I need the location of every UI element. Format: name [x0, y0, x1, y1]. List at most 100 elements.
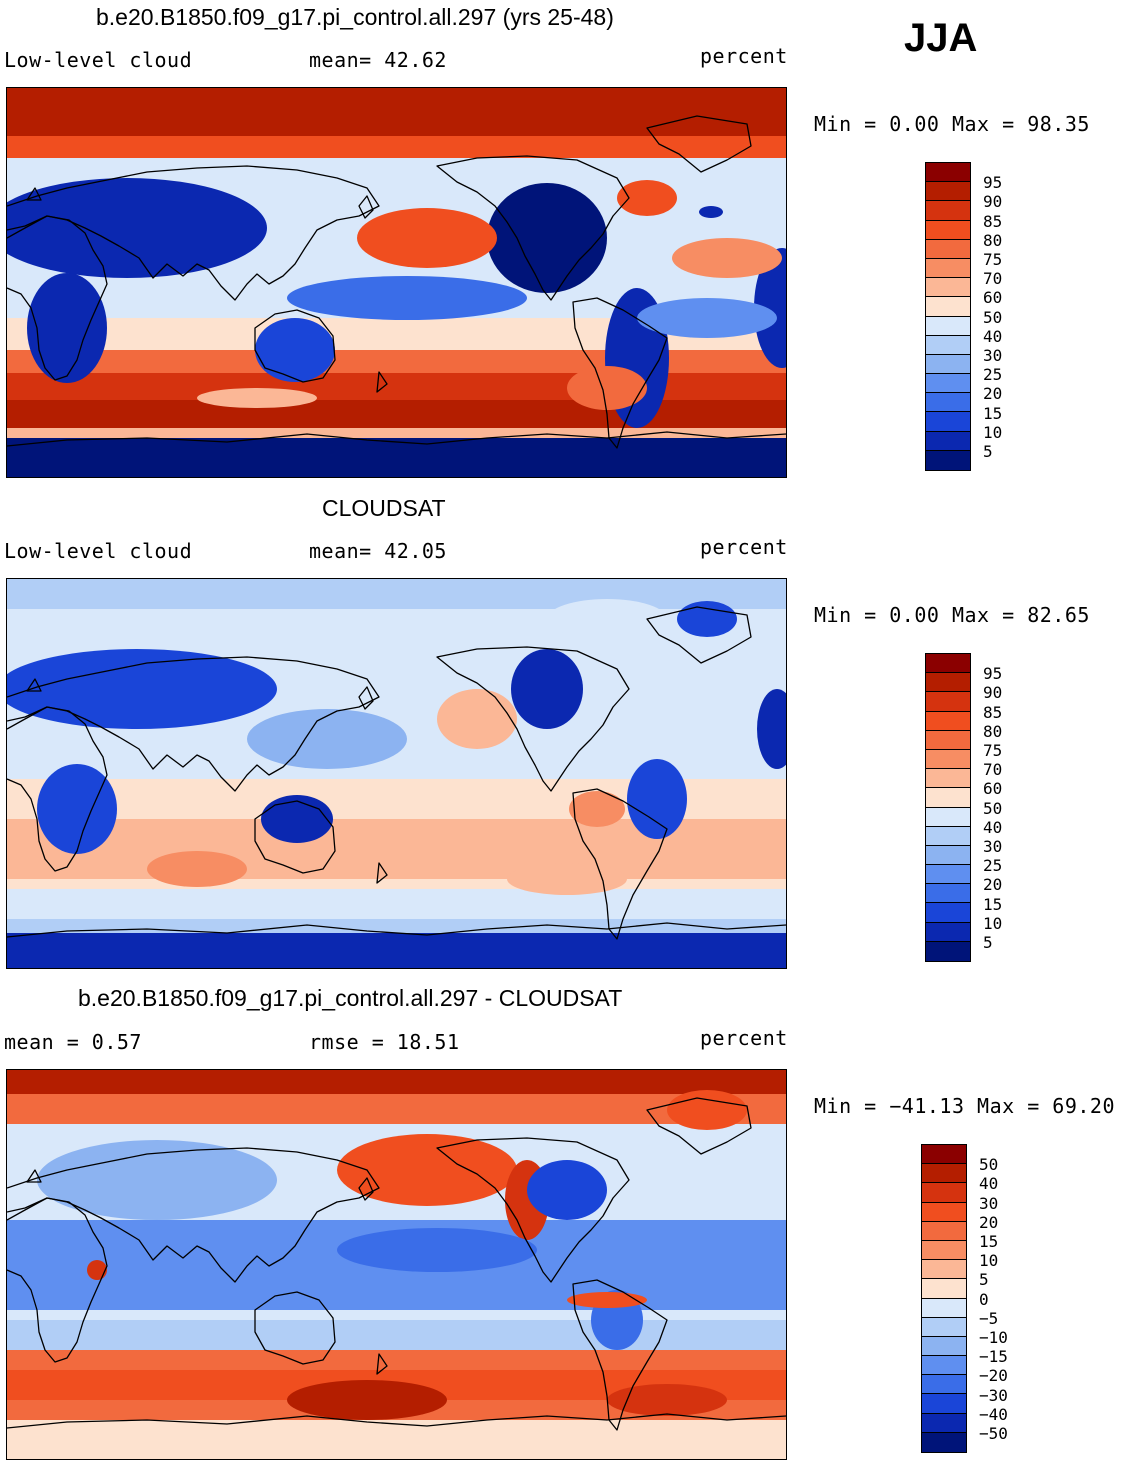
season-label: JJA — [904, 16, 978, 60]
panel3-contour-map — [7, 1070, 786, 1459]
coastlines — [7, 1097, 786, 1431]
colorbar-tick-label: 75 — [983, 741, 1003, 760]
colorbar-tick-label: 20 — [983, 384, 1003, 404]
colorbar-swatch — [922, 1260, 966, 1280]
colorbar-tick-label: 15 — [983, 894, 1003, 914]
panel1-mean: mean= 42.62 — [309, 48, 447, 72]
colorbar-tick-label: 70 — [983, 760, 1003, 780]
colorbar-swatch — [926, 412, 970, 432]
colorbar-swatch — [926, 711, 970, 731]
colorbar-tick-label: 80 — [983, 721, 1003, 741]
colorbar-swatch — [926, 258, 970, 279]
colorbar-tick-label: 0 — [979, 1289, 989, 1309]
colorbar-swatch — [922, 1145, 966, 1165]
colorbar-tick-label: 40 — [979, 1174, 999, 1194]
colorbar-tick-label: 5 — [979, 1270, 989, 1290]
colorbar-swatch — [926, 450, 970, 470]
colorbar-tick-label: 70 — [983, 269, 1003, 289]
colorbar-tick-label: 40 — [983, 817, 1003, 837]
panel2-title: CLOUDSAT — [322, 495, 446, 521]
colorbar-swatch — [926, 730, 970, 750]
colorbar-tick-label: 95 — [983, 173, 1003, 193]
colorbar-swatch — [922, 1183, 966, 1203]
colorbar-swatch — [922, 1432, 966, 1452]
colorbar-tick-label: 85 — [983, 211, 1003, 231]
colorbar-tick-label: 50 — [979, 1155, 999, 1175]
colorbar-tick-label: 15 — [979, 1232, 999, 1251]
colorbar-swatch — [926, 903, 970, 923]
colorbar-swatch — [926, 826, 970, 846]
colorbar-swatch — [922, 1164, 966, 1184]
panel3-units: percent — [700, 1026, 788, 1050]
colorbar-swatch — [926, 692, 970, 712]
colorbar-swatch — [926, 278, 970, 298]
panel1-map — [6, 87, 787, 478]
colorbar-tick-label: −10 — [979, 1328, 1008, 1347]
panel3-title: b.e20.B1850.f09_g17.pi_control.all.297 -… — [78, 985, 623, 1011]
colorbar-tick-label: 85 — [983, 702, 1003, 722]
colorbar-swatch — [926, 807, 970, 827]
colorbar-swatch — [926, 749, 970, 770]
colorbar-swatch — [926, 865, 970, 885]
colorbar-swatch — [922, 1202, 966, 1222]
colorbar-swatch — [926, 316, 970, 336]
panel2-contour-map — [7, 579, 786, 968]
colorbar-swatch — [926, 922, 970, 942]
panel2-variable-label: Low-level cloud — [4, 539, 193, 563]
colorbar-swatch — [922, 1413, 966, 1433]
colorbar-tick-label: −20 — [979, 1366, 1008, 1386]
colorbar-tick-label: 90 — [983, 683, 1003, 703]
colorbar-swatch — [922, 1279, 966, 1299]
colorbar-tick-label: 5 — [983, 933, 993, 952]
panel3-map — [6, 1069, 787, 1460]
colorbar-tick-label: 30 — [979, 1193, 999, 1213]
colorbar-swatch — [926, 673, 970, 693]
colorbar-tick-label: −50 — [979, 1424, 1008, 1443]
colorbar-swatch — [922, 1317, 966, 1337]
coastlines — [7, 606, 786, 940]
colorbar-swatch — [926, 941, 970, 961]
colorbar-swatch — [926, 239, 970, 259]
colorbar-tick-label: −15 — [979, 1347, 1008, 1367]
colorbar-swatch — [926, 297, 970, 317]
colorbar-tick-label: 20 — [979, 1212, 999, 1232]
colorbar-tick-label: 15 — [983, 403, 1003, 423]
colorbar-swatch — [926, 374, 970, 394]
colorbar-swatch — [926, 163, 970, 183]
colorbar-tick-label: 30 — [983, 346, 1003, 365]
colorbar-swatches — [925, 162, 971, 471]
colorbar-swatch — [926, 769, 970, 789]
colorbar-tick-label: 20 — [983, 875, 1003, 895]
colorbar-tick-label: 10 — [983, 913, 1003, 933]
colorbar-swatch — [926, 845, 970, 866]
colorbar-tick-label: −30 — [979, 1385, 1008, 1405]
colorbar-tick-label: 50 — [983, 798, 1003, 818]
panel1-title: b.e20.B1850.f09_g17.pi_control.all.297 (… — [96, 4, 614, 30]
colorbar-swatch — [926, 393, 970, 413]
colorbar-tick-label: 10 — [979, 1251, 999, 1271]
panel3-mean: mean = 0.57 — [4, 1030, 142, 1054]
colorbar-swatch — [926, 201, 970, 221]
colorbar-tick-label: 60 — [983, 288, 1003, 308]
coastlines — [7, 115, 786, 449]
colorbar-tick-label: 80 — [983, 230, 1003, 250]
colorbar-tick-label: 50 — [983, 307, 1003, 327]
colorbar-swatch — [926, 654, 970, 674]
panel1-contour-map — [7, 88, 786, 477]
panel2-mean: mean= 42.05 — [309, 539, 447, 563]
panel2-units: percent — [700, 535, 788, 559]
colorbar-tick-label: 25 — [983, 365, 1003, 385]
colorbar-swatch — [926, 335, 970, 355]
panel1-variable-label: Low-level cloud — [4, 48, 193, 72]
panel2-map — [6, 578, 787, 969]
colorbar-swatch — [926, 431, 970, 451]
colorbar-swatch — [926, 182, 970, 202]
colorbar-swatch — [922, 1336, 966, 1357]
colorbar-tick-label: 30 — [983, 837, 1003, 856]
colorbar-tick-label: 90 — [983, 192, 1003, 212]
colorbar-swatch — [922, 1221, 966, 1241]
colorbar-swatch — [926, 788, 970, 808]
colorbar-swatches — [925, 653, 971, 962]
colorbar-tick-label: 25 — [983, 856, 1003, 876]
colorbar-swatch — [926, 884, 970, 904]
